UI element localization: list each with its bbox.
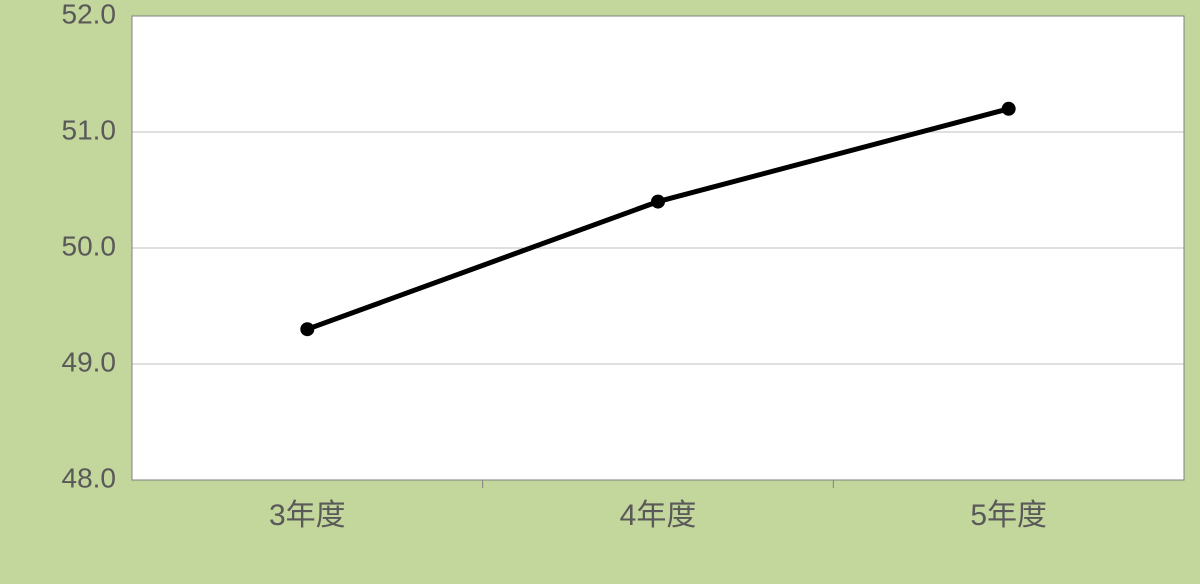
y-tick-label: 49.0	[62, 346, 117, 377]
data-point	[651, 195, 665, 209]
x-tick-label: 5年度	[970, 499, 1047, 532]
line-chart: 48.0 49.0 50.0 51.0 52.0 3年度 4年度 5年度	[0, 0, 1200, 584]
x-tick-label: 3年度	[269, 499, 346, 532]
data-point	[300, 322, 314, 336]
y-tick-label: 48.0	[62, 462, 117, 493]
chart-svg: 48.0 49.0 50.0 51.0 52.0 3年度 4年度 5年度	[0, 0, 1200, 584]
y-tick-label: 51.0	[62, 114, 117, 145]
y-tick-label: 50.0	[62, 230, 117, 261]
y-tick-label: 52.0	[62, 0, 117, 29]
data-point	[1002, 102, 1016, 116]
x-tick-label: 4年度	[620, 499, 697, 532]
